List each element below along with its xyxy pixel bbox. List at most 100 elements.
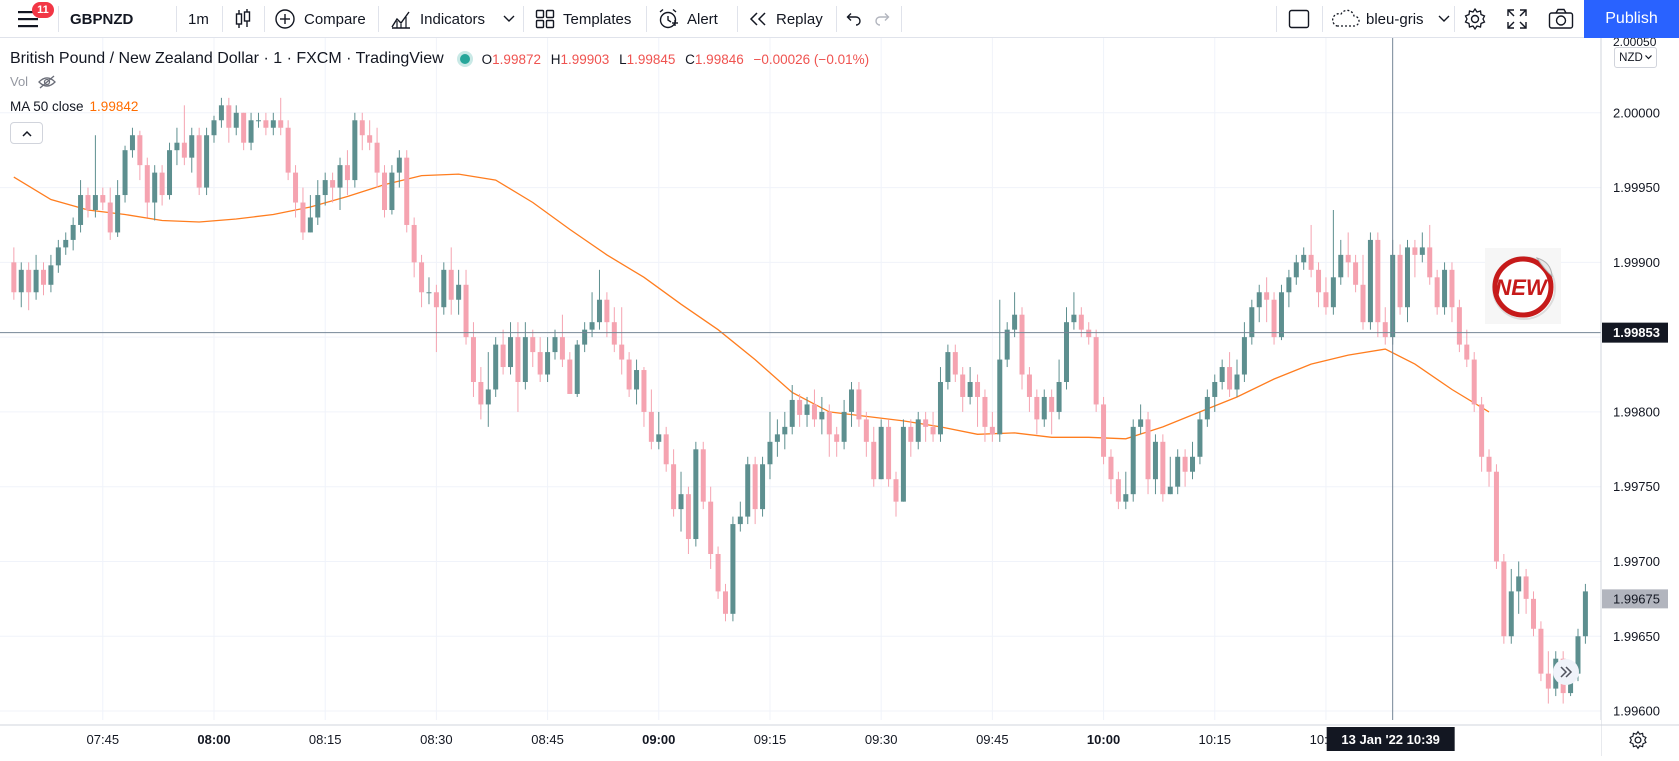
candle-down xyxy=(107,187,113,240)
high-label: H xyxy=(550,51,561,67)
axes: 2.000001.999501.999001.998501.998001.997… xyxy=(0,35,1679,756)
candle-down xyxy=(1182,449,1188,487)
candle-down xyxy=(863,411,869,457)
chart-area[interactable]: 2.000001.999501.999001.998501.998001.997… xyxy=(0,35,1679,756)
price-tick-label: 1.99750 xyxy=(1613,479,1660,494)
replay-button[interactable]: Replay xyxy=(748,0,823,38)
candle-up xyxy=(1516,561,1522,614)
indicators-dropdown-button[interactable] xyxy=(503,0,515,38)
candle-down xyxy=(330,172,336,203)
price-tick-label: 1.99600 xyxy=(1613,704,1660,719)
candle-body xyxy=(537,352,543,375)
candle-up xyxy=(248,112,254,151)
candle-down xyxy=(567,352,573,394)
scroll-to-realtime-button[interactable] xyxy=(1553,659,1579,685)
chart-type-button[interactable] xyxy=(232,0,254,38)
time-tick-label: 07:45 xyxy=(87,732,120,747)
redo-button[interactable] xyxy=(874,0,892,38)
price-chart[interactable]: 2.000001.999501.999001.998501.998001.997… xyxy=(0,35,1679,756)
interval-button[interactable]: 1m xyxy=(188,10,209,28)
candle-body xyxy=(1449,269,1455,308)
collapse-legend-button[interactable] xyxy=(10,122,43,144)
layout-menu-button[interactable]: bleu-gris xyxy=(1330,0,1450,38)
candle-body xyxy=(122,150,128,196)
templates-button[interactable]: Templates xyxy=(535,0,631,38)
alert-button[interactable]: Alert xyxy=(657,0,718,38)
candle-body xyxy=(1241,337,1247,375)
candle-up xyxy=(937,367,943,442)
snapshot-button[interactable] xyxy=(1548,0,1574,38)
candle-down xyxy=(300,187,306,240)
candle-body xyxy=(886,426,892,480)
candle-body xyxy=(278,120,284,128)
candle-up xyxy=(218,97,224,128)
candle-body xyxy=(344,165,350,181)
candle-down xyxy=(1323,277,1329,315)
undo-icon xyxy=(846,13,861,26)
candle-up xyxy=(122,145,128,203)
fullscreen-button[interactable] xyxy=(1507,0,1527,38)
candle-body xyxy=(619,344,625,360)
symbol-title[interactable]: British Pound / New Zealand Dollar · 1 ·… xyxy=(10,50,444,67)
last-price-tag xyxy=(1602,589,1668,609)
candle-up xyxy=(115,180,121,237)
candle-up xyxy=(849,382,855,427)
crosshair-time-tag xyxy=(1326,727,1455,751)
candle-down xyxy=(278,97,284,136)
candles xyxy=(11,97,1588,704)
candle-body xyxy=(100,195,106,203)
volume-legend[interactable]: Vol xyxy=(10,74,56,89)
candle-up xyxy=(945,344,951,390)
candle-down xyxy=(181,105,187,166)
publish-button[interactable]: Publish xyxy=(1584,0,1679,38)
undo-button[interactable] xyxy=(844,0,862,38)
chart-settings-button[interactable] xyxy=(1463,0,1487,38)
candle-up xyxy=(1249,299,1255,345)
candle-down xyxy=(930,411,936,442)
compare-button[interactable]: Compare xyxy=(274,0,366,38)
candle-up xyxy=(78,180,84,233)
candle-body xyxy=(404,157,410,225)
candle-body xyxy=(1115,479,1121,502)
indicators-button[interactable]: Indicators xyxy=(390,0,485,38)
toolbar-divider xyxy=(264,6,265,32)
candle-down xyxy=(144,157,150,218)
candle-body xyxy=(389,172,395,211)
candle-body xyxy=(1382,322,1388,338)
candle-up xyxy=(48,254,54,293)
candle-down xyxy=(1434,269,1440,315)
candle-up xyxy=(255,112,261,128)
candle-body xyxy=(315,195,321,218)
symbol-search-button[interactable]: GBPNZD xyxy=(70,10,134,28)
candle-body xyxy=(419,262,425,293)
axis-settings-button[interactable] xyxy=(1628,730,1648,755)
candle-up xyxy=(1582,583,1588,644)
candle-body xyxy=(1160,441,1166,495)
candle-body xyxy=(307,217,313,233)
toolbar-divider xyxy=(176,6,177,32)
currency-select[interactable]: NZD xyxy=(1614,47,1657,68)
candle-up xyxy=(1123,471,1129,510)
high-value: 1.99903 xyxy=(560,51,610,67)
candle-body xyxy=(367,135,373,143)
candle-body xyxy=(863,419,869,442)
candle-down xyxy=(1345,232,1351,278)
candle-body xyxy=(708,501,714,554)
candle-body xyxy=(559,337,565,360)
notification-badge: 11 xyxy=(32,2,54,18)
candle-down xyxy=(1145,411,1151,495)
eye-crossed-icon[interactable] xyxy=(38,75,56,89)
ma-legend[interactable]: MA 50 close 1.99842 xyxy=(10,99,138,114)
fullscreen-layout-toggle[interactable] xyxy=(1288,0,1310,38)
candle-body xyxy=(41,269,47,285)
candle-body xyxy=(611,322,617,345)
candle-body xyxy=(700,449,706,502)
candle-body xyxy=(196,135,202,188)
main-menu-button[interactable] xyxy=(18,0,46,38)
candle-down xyxy=(856,382,862,427)
crosshair-price-label: 1.99853 xyxy=(1613,325,1660,340)
candle-body xyxy=(204,135,210,188)
candle-up xyxy=(745,456,751,525)
indicators-label: Indicators xyxy=(420,10,486,28)
toolbar-divider xyxy=(836,6,837,32)
